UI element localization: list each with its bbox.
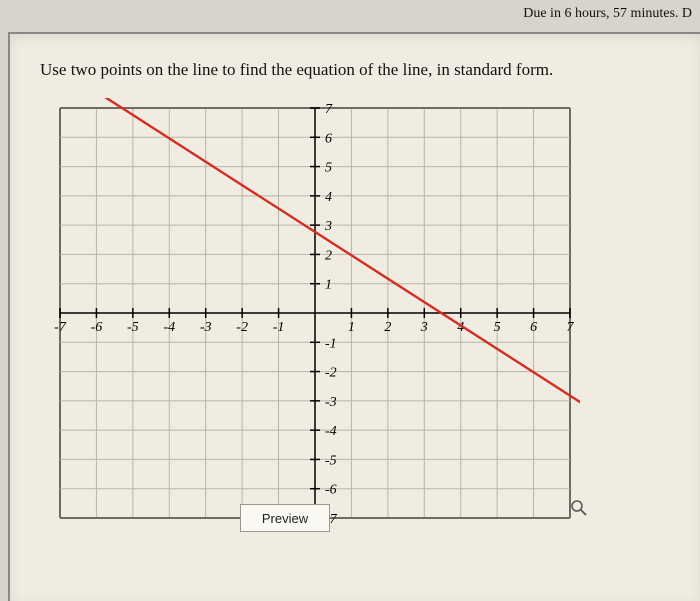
- svg-text:-6: -6: [91, 320, 103, 335]
- due-countdown: Due in 6 hours, 57 minutes. D: [523, 6, 692, 22]
- svg-text:-7: -7: [54, 320, 67, 335]
- svg-text:6: 6: [530, 320, 537, 335]
- svg-text:2: 2: [384, 320, 391, 335]
- svg-text:-5: -5: [127, 320, 139, 335]
- svg-text:1: 1: [348, 320, 355, 335]
- svg-text:-6: -6: [325, 483, 337, 498]
- svg-text:-2: -2: [325, 366, 337, 381]
- svg-text:7: 7: [325, 102, 333, 117]
- question-prompt: Use two points on the line to find the e…: [40, 60, 680, 80]
- svg-text:-2: -2: [236, 320, 248, 335]
- svg-text:-5: -5: [325, 453, 337, 468]
- magnifier-icon[interactable]: [570, 499, 588, 522]
- graph-svg: -7-6-5-4-3-2-11234567-7-6-5-4-3-2-112345…: [50, 98, 580, 528]
- coordinate-graph: -7-6-5-4-3-2-11234567-7-6-5-4-3-2-112345…: [50, 98, 580, 528]
- preview-button[interactable]: Preview: [240, 504, 330, 532]
- svg-text:-1: -1: [273, 320, 285, 335]
- svg-text:3: 3: [324, 219, 332, 234]
- svg-text:5: 5: [325, 161, 332, 176]
- svg-text:5: 5: [494, 320, 501, 335]
- svg-text:1: 1: [325, 278, 332, 293]
- svg-text:-1: -1: [325, 336, 337, 351]
- svg-text:-4: -4: [325, 424, 337, 439]
- svg-text:3: 3: [420, 320, 428, 335]
- question-card: Use two points on the line to find the e…: [8, 32, 700, 601]
- svg-text:-3: -3: [200, 320, 212, 335]
- svg-text:6: 6: [325, 131, 332, 146]
- svg-text:7: 7: [567, 320, 575, 335]
- svg-text:4: 4: [325, 190, 332, 205]
- svg-text:-3: -3: [325, 395, 337, 410]
- svg-text:2: 2: [325, 248, 332, 263]
- svg-text:-4: -4: [163, 320, 175, 335]
